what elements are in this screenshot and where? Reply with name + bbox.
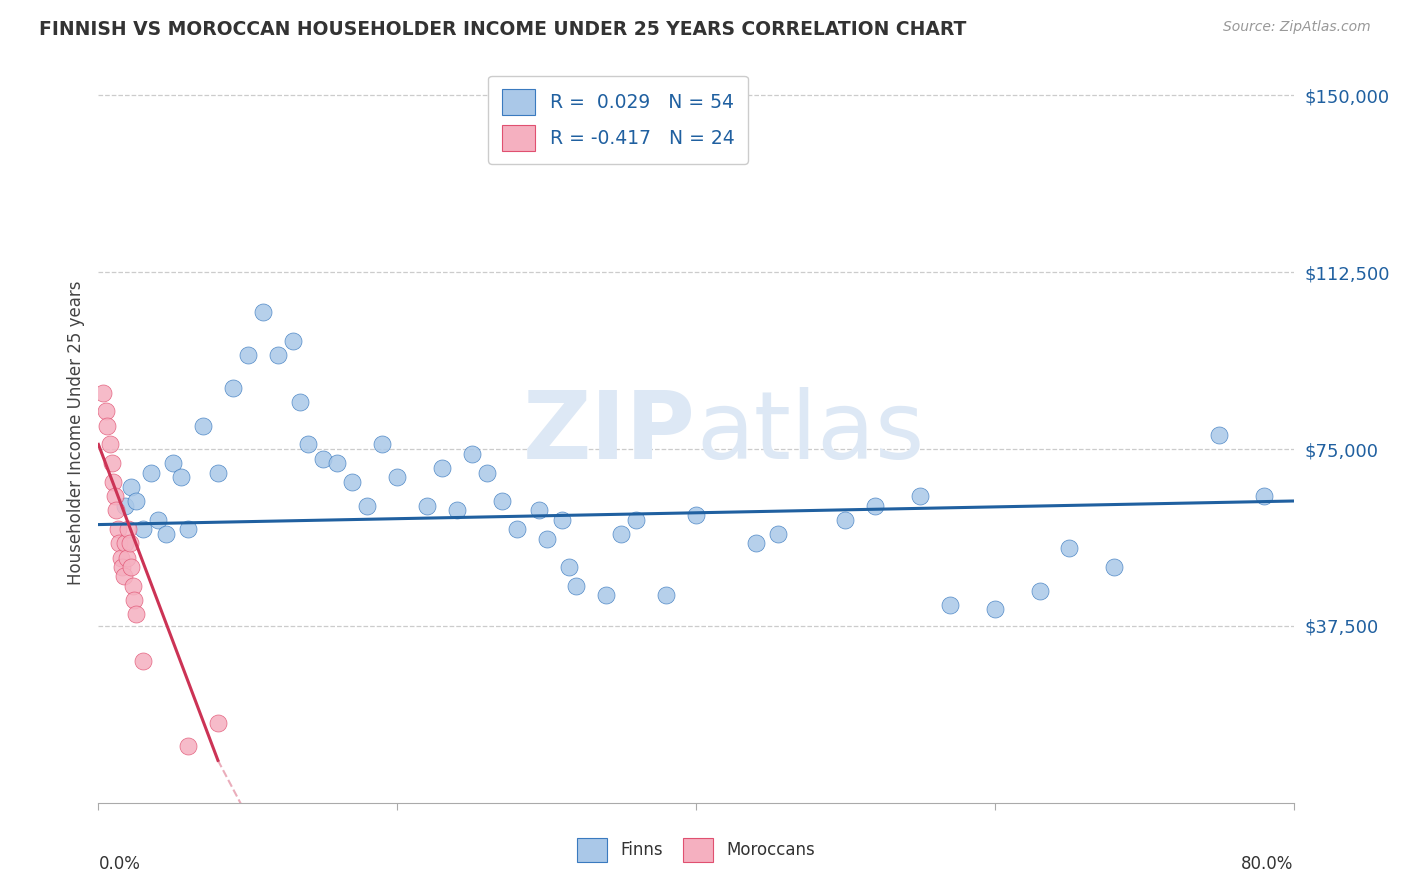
- Point: [356, 499, 378, 513]
- Point: [550, 513, 572, 527]
- Point: [1208, 428, 1230, 442]
- Point: [101, 456, 124, 470]
- Point: [112, 569, 135, 583]
- Point: [118, 536, 141, 550]
- Text: 0.0%: 0.0%: [98, 855, 141, 872]
- Point: [326, 456, 349, 470]
- Point: [207, 715, 229, 730]
- Point: [91, 385, 114, 400]
- Point: [98, 437, 122, 451]
- Point: [191, 418, 214, 433]
- Point: [536, 532, 558, 546]
- Point: [96, 418, 118, 433]
- Text: atlas: atlas: [696, 386, 924, 479]
- Point: [595, 588, 617, 602]
- Point: [610, 527, 633, 541]
- Point: [1028, 583, 1050, 598]
- Point: [685, 508, 707, 523]
- Text: FINNISH VS MOROCCAN HOUSEHOLDER INCOME UNDER 25 YEARS CORRELATION CHART: FINNISH VS MOROCCAN HOUSEHOLDER INCOME U…: [39, 20, 967, 38]
- Point: [446, 503, 468, 517]
- Point: [491, 494, 513, 508]
- Point: [124, 593, 146, 607]
- Point: [430, 461, 453, 475]
- Point: [371, 437, 394, 451]
- Point: [1059, 541, 1081, 556]
- Point: [416, 499, 439, 513]
- Point: [104, 489, 127, 503]
- Point: [177, 739, 200, 754]
- Text: ZIP: ZIP: [523, 386, 696, 479]
- Point: [120, 560, 142, 574]
- Point: [169, 470, 191, 484]
- Point: [1104, 560, 1126, 574]
- Point: [626, 513, 648, 527]
- Y-axis label: Householder Income Under 25 years: Householder Income Under 25 years: [66, 280, 84, 585]
- Point: [107, 522, 129, 536]
- Point: [222, 381, 245, 395]
- Point: [110, 550, 132, 565]
- Point: [108, 536, 131, 550]
- Point: [506, 522, 529, 536]
- Point: [281, 334, 304, 348]
- Point: [311, 451, 333, 466]
- Point: [908, 489, 931, 503]
- Text: 80.0%: 80.0%: [1241, 855, 1294, 872]
- Point: [177, 522, 200, 536]
- Point: [1253, 489, 1275, 503]
- Point: [475, 466, 498, 480]
- Point: [565, 579, 588, 593]
- Point: [288, 395, 311, 409]
- Point: [297, 437, 319, 451]
- Point: [132, 522, 155, 536]
- Point: [655, 588, 678, 602]
- Point: [745, 536, 768, 550]
- Point: [385, 470, 409, 484]
- Point: [121, 579, 143, 593]
- Point: [120, 480, 142, 494]
- Point: [114, 536, 136, 550]
- Point: [94, 404, 117, 418]
- Point: [125, 607, 148, 622]
- Point: [148, 513, 170, 527]
- Point: [162, 456, 184, 470]
- Point: [267, 348, 290, 362]
- Legend: Finns, Moroccans: Finns, Moroccans: [571, 831, 821, 869]
- Point: [865, 499, 887, 513]
- Point: [236, 348, 259, 362]
- Point: [105, 503, 128, 517]
- Point: [252, 305, 274, 319]
- Point: [155, 527, 177, 541]
- Point: [111, 560, 134, 574]
- Point: [558, 560, 581, 574]
- Point: [132, 654, 155, 668]
- Point: [125, 494, 148, 508]
- Point: [117, 522, 139, 536]
- Point: [115, 550, 138, 565]
- Point: [103, 475, 125, 490]
- Point: [461, 447, 484, 461]
- Point: [207, 466, 229, 480]
- Point: [939, 598, 962, 612]
- Point: [114, 499, 136, 513]
- Point: [984, 602, 1007, 616]
- Point: [139, 466, 162, 480]
- Point: [834, 513, 856, 527]
- Text: Source: ZipAtlas.com: Source: ZipAtlas.com: [1223, 20, 1371, 34]
- Point: [527, 503, 550, 517]
- Point: [766, 527, 789, 541]
- Point: [342, 475, 364, 490]
